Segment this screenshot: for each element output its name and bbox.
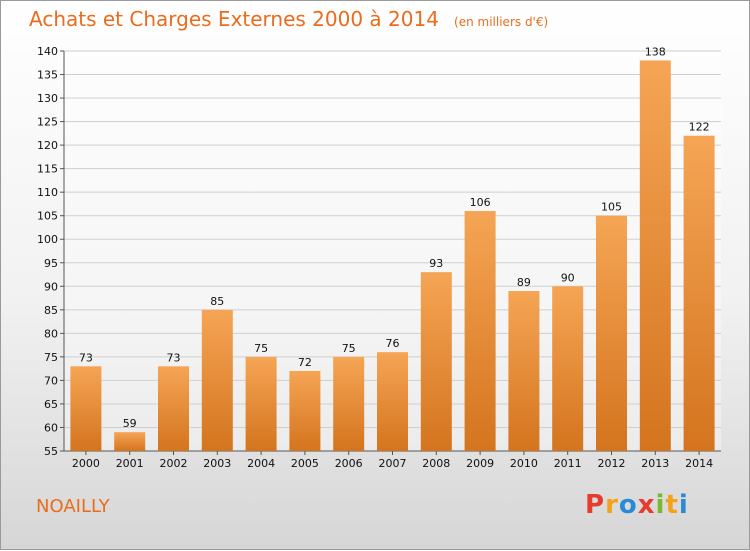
chart-title: Achats et Charges Externes 2000 à 2014 [29, 7, 439, 31]
y-tick-label: 105 [37, 210, 58, 223]
data-label: 105 [601, 201, 622, 214]
y-tick-label: 95 [44, 257, 58, 270]
y-tick-label: 90 [44, 280, 58, 293]
y-tick-label: 140 [37, 45, 58, 58]
y-tick-label: 75 [44, 351, 58, 364]
bar [201, 309, 233, 451]
y-tick-label: 125 [37, 116, 58, 129]
chart-title-row: Achats et Charges Externes 2000 à 2014 (… [29, 7, 548, 31]
x-tick-label: 2012 [598, 457, 626, 470]
logo-letter: P [585, 490, 606, 520]
y-tick-label: 130 [37, 92, 58, 105]
bar [377, 352, 408, 451]
x-tick-label: 2013 [641, 457, 669, 470]
bar [158, 366, 189, 451]
y-tick-label: 115 [37, 163, 58, 176]
y-tick-label: 120 [37, 139, 58, 152]
x-tick-label: 2011 [554, 457, 582, 470]
logo-letter: i [678, 490, 689, 520]
y-tick-label: 85 [44, 304, 58, 317]
x-tick-label: 2007 [379, 457, 407, 470]
bar [70, 366, 102, 451]
x-tick-label: 2003 [203, 457, 231, 470]
x-tick-label: 2002 [160, 457, 188, 470]
logo-letter: o [618, 490, 638, 520]
bar [114, 432, 146, 451]
x-tick-label: 2010 [510, 457, 538, 470]
data-label: 73 [79, 351, 93, 364]
y-tick-label: 80 [44, 327, 58, 340]
bar [245, 356, 277, 451]
x-tick-label: 2009 [466, 457, 494, 470]
data-label: 72 [298, 356, 312, 369]
data-label: 122 [689, 121, 710, 134]
logo-letter: t [665, 490, 679, 520]
logo-letter: r [605, 490, 619, 520]
bar [683, 135, 715, 452]
bar [596, 215, 627, 451]
x-tick-label: 2008 [422, 457, 450, 470]
data-label: 75 [342, 342, 356, 355]
bar [420, 272, 452, 451]
y-tick-label: 110 [37, 186, 58, 199]
bar [289, 371, 321, 451]
data-label: 76 [386, 337, 400, 350]
y-tick-label: 60 [44, 421, 58, 434]
y-tick-label: 70 [44, 374, 58, 387]
data-label: 138 [645, 45, 666, 58]
data-label: 59 [123, 417, 137, 430]
data-label: 106 [470, 196, 491, 209]
data-label: 85 [210, 295, 224, 308]
chart-subtitle: (en milliers d'€) [454, 15, 549, 29]
data-label: 75 [254, 342, 268, 355]
logo-letter: i [655, 490, 666, 520]
data-label: 89 [517, 276, 531, 289]
y-tick-label: 100 [37, 233, 58, 246]
y-tick-label: 135 [37, 69, 58, 82]
y-tick-label: 65 [44, 398, 58, 411]
bar [333, 356, 365, 451]
x-tick-label: 2014 [685, 457, 713, 470]
data-label: 90 [561, 271, 575, 284]
data-label: 73 [167, 351, 181, 364]
bar [508, 291, 540, 451]
x-tick-label: 2005 [291, 457, 319, 470]
proxiti-logo: Proxiti [585, 490, 689, 520]
bar [639, 60, 671, 451]
x-tick-label: 2004 [247, 457, 275, 470]
x-tick-label: 2000 [72, 457, 100, 470]
y-tick-label: 55 [44, 445, 58, 458]
x-tick-label: 2001 [116, 457, 144, 470]
commune-name: NOAILLY [36, 496, 110, 517]
bar [464, 211, 496, 451]
x-tick-label: 2006 [335, 457, 363, 470]
bar [552, 286, 584, 451]
data-label: 93 [429, 257, 443, 270]
logo-letter: x [637, 490, 656, 520]
